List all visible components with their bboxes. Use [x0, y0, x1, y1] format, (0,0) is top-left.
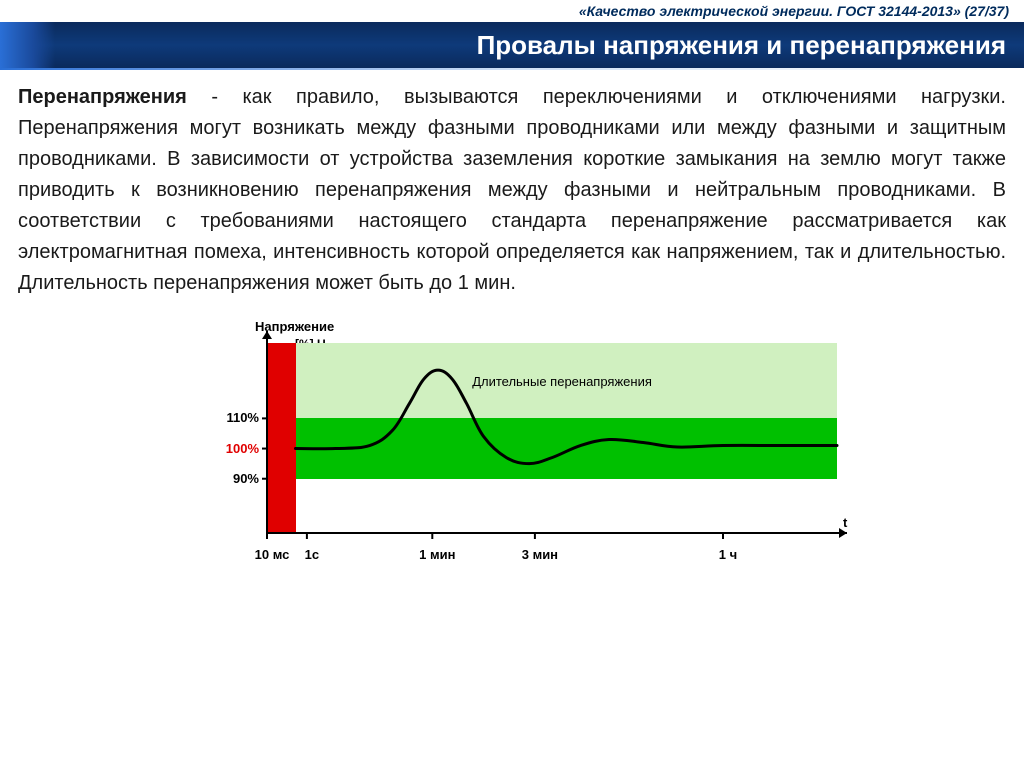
body-text: Перенапряжения - как правило, вызываются… [0, 70, 1024, 309]
term-bold: Перенапряжения [18, 86, 187, 108]
slide-title: Провалы напряжения и перенапряжения [477, 30, 1006, 61]
chart-container: Напряжение [%] UN Длительные перенапряже… [0, 319, 1024, 579]
body-paragraph: - как правило, вызываются переключениями… [18, 86, 1006, 294]
x-axis-label: t [843, 515, 847, 530]
breadcrumb: «Качество электрической энергии. ГОСТ 32… [0, 0, 1024, 22]
slide-title-bar: Провалы напряжения и перенапряжения [0, 22, 1024, 68]
voltage-chart: Напряжение [%] UN Длительные перенапряже… [147, 319, 877, 579]
chart-axes [147, 319, 877, 579]
